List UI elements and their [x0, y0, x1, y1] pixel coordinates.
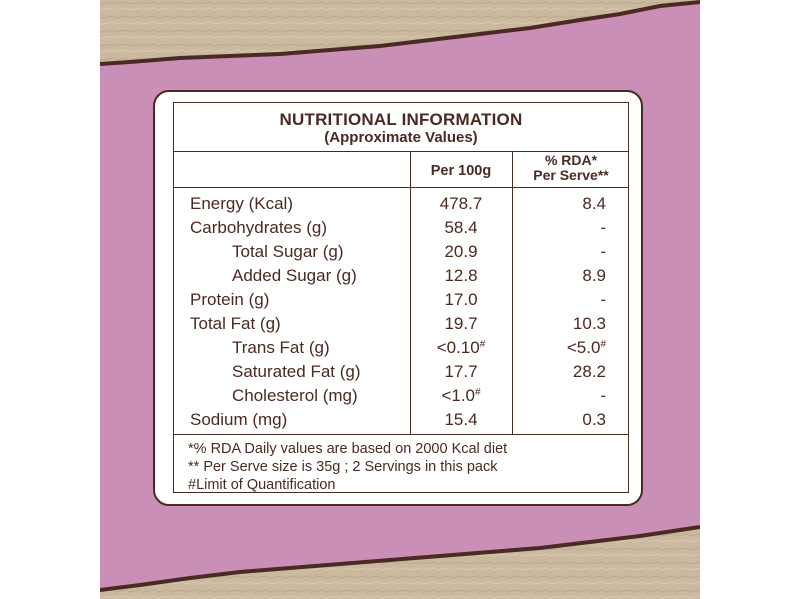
nutrient-label: Added Sugar (g) — [232, 266, 357, 285]
rda-value: 10.3 — [572, 314, 606, 333]
table-row: Saturated Fat (g) 17.7 28.2 — [174, 360, 628, 384]
table-row: Carbohydrates (g) 58.4 - — [174, 216, 628, 240]
footnote-serve-size: ** Per Serve size is 35g ; 2 Servings in… — [188, 459, 498, 475]
nutrient-label: Cholesterol (mg) — [232, 386, 358, 405]
table-row: Trans Fat (g) <0.10# <5.0# — [174, 336, 628, 360]
nutrient-label: Carbohydrates (g) — [190, 218, 328, 237]
kraft-paper-edges — [100, 0, 700, 599]
footnote-divider — [174, 434, 628, 435]
rda-header-line1: % RDA* — [544, 152, 598, 168]
rda-value: 28.2 — [572, 362, 606, 381]
per-100g-value: 19.7 — [444, 314, 478, 333]
table-row: Protein (g) 17.0 - — [174, 288, 628, 312]
footnote-loq: #Limit of Quantification — [188, 477, 336, 493]
table-subtitle: (Approximate Values) — [324, 129, 478, 146]
table-title-row: NUTRITIONAL INFORMATION (Approximate Val… — [174, 103, 628, 152]
table-row: Energy (Kcal) 478.7 8.4 — [174, 192, 628, 216]
loq-mark: # — [600, 339, 606, 350]
nutrient-label: Total Sugar (g) — [232, 242, 344, 261]
nutrition-label-panel: NUTRITIONAL INFORMATION (Approximate Val… — [153, 90, 643, 506]
rda-value: 8.4 — [582, 194, 606, 213]
nutrient-label: Total Fat (g) — [190, 314, 281, 333]
nutrient-label: Trans Fat (g) — [232, 338, 330, 357]
rda-value: - — [600, 242, 606, 261]
rda-value: 0.3 — [582, 410, 606, 429]
per-100g-value: 20.9 — [444, 242, 478, 261]
value-text: <1.0 — [441, 386, 475, 405]
table-row: Sodium (mg) 15.4 0.3 — [174, 408, 628, 432]
rda-value: 8.9 — [582, 266, 606, 285]
nutrient-label: Sodium (mg) — [190, 410, 288, 429]
table-row: Cholesterol (mg) <1.0# - — [174, 384, 628, 408]
rda-header-line2: Per Serve** — [533, 167, 609, 183]
per-100g-value: 15.4 — [444, 410, 478, 429]
per-100g-value: <0.10# — [410, 336, 512, 360]
loq-mark: # — [475, 387, 481, 398]
loq-mark: # — [479, 339, 486, 350]
column-divider — [512, 151, 513, 434]
value-text: <5.0 — [566, 338, 601, 357]
rda-per-serve-header: % RDA* Per Serve** — [512, 153, 630, 183]
table-title: NUTRITIONAL INFORMATION — [279, 110, 523, 129]
nutrition-table: NUTRITIONAL INFORMATION (Approximate Val… — [173, 102, 629, 493]
rda-value: - — [600, 386, 606, 405]
product-pack-background: NUTRITIONAL INFORMATION (Approximate Val… — [100, 0, 700, 599]
rda-value: <5.0# — [512, 336, 606, 360]
value-text: <0.10 — [436, 338, 480, 357]
footnote-rda: *% RDA Daily values are based on 2000 Kc… — [188, 441, 508, 457]
nutrient-label: Energy (Kcal) — [190, 194, 293, 213]
per-100g-value: <1.0# — [410, 384, 512, 408]
nutrient-label: Saturated Fat (g) — [232, 362, 361, 381]
per-100g-value: 58.4 — [444, 218, 478, 237]
per-100g-value: 12.8 — [444, 266, 478, 285]
table-row: Total Fat (g) 19.7 10.3 — [174, 312, 628, 336]
nutrient-label: Protein (g) — [190, 290, 270, 309]
table-row: Added Sugar (g) 12.8 8.9 — [174, 264, 628, 288]
per-100g-header: Per 100g — [430, 163, 492, 179]
column-divider — [410, 151, 411, 434]
table-header-row: Per 100g % RDA* Per Serve** — [174, 151, 628, 188]
footnotes: *% RDA Daily values are based on 2000 Kc… — [188, 440, 507, 494]
table-row: Total Sugar (g) 20.9 - — [174, 240, 628, 264]
rda-value: - — [600, 290, 606, 309]
per-100g-value: 17.7 — [444, 362, 478, 381]
rda-value: - — [600, 218, 606, 237]
per-100g-value: 478.7 — [439, 194, 483, 213]
per-100g-value: 17.0 — [444, 290, 478, 309]
